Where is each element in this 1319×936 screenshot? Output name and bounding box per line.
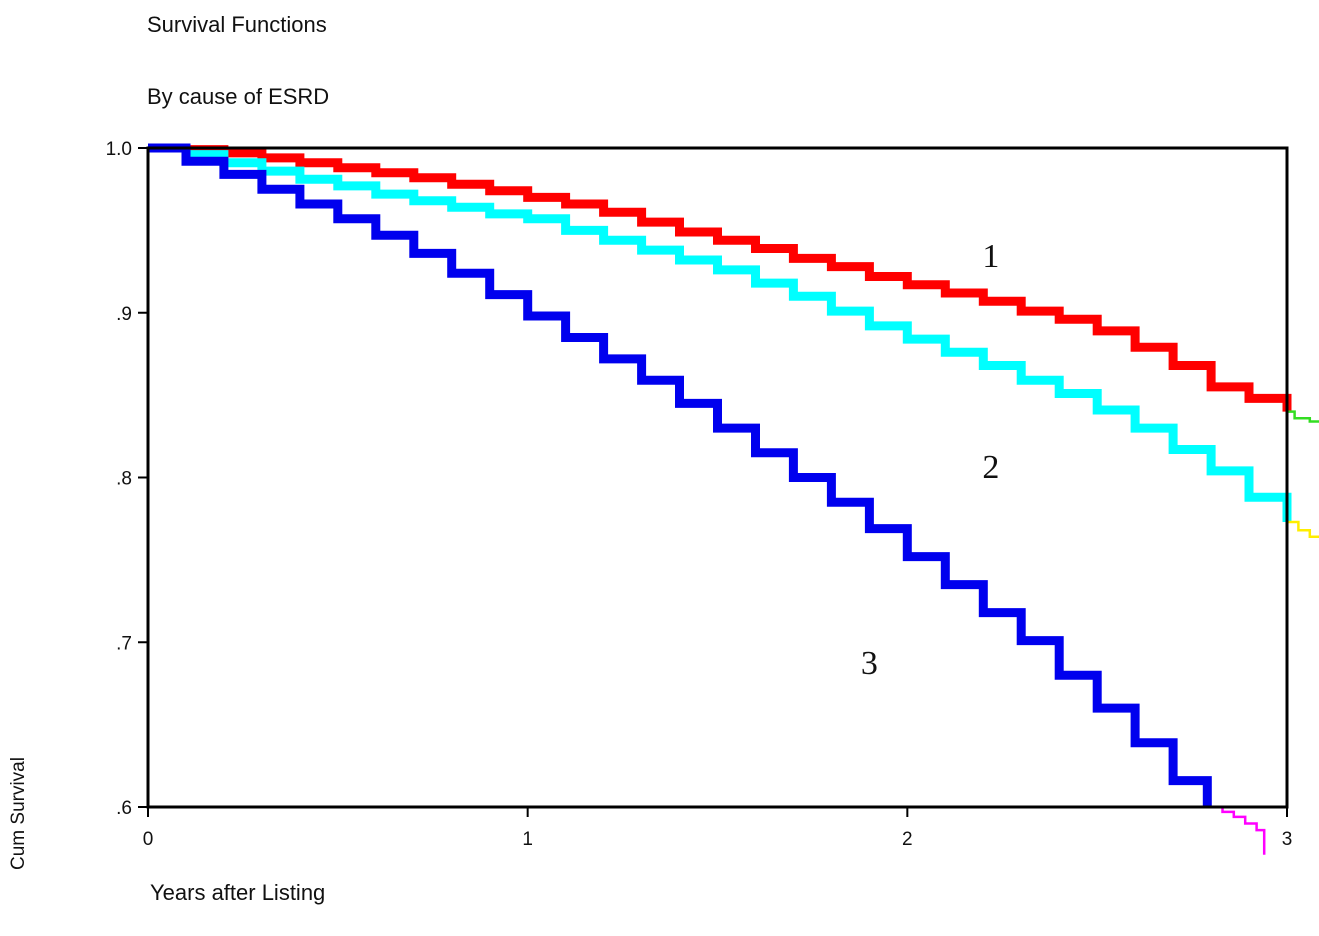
- curve-label-3: 3: [861, 645, 878, 682]
- curve-labels: 1 2 3: [861, 238, 999, 682]
- y-tick-label: .9: [116, 304, 132, 325]
- x-tick-label: 1: [522, 829, 533, 850]
- chart-title: Survival Functions: [147, 12, 327, 37]
- survival-curve-tail-3: [1287, 410, 1319, 423]
- x-tick-label: 3: [1282, 829, 1293, 850]
- axis-ticks: 0 1 2 3 1.0 .9 .8 .7 .6: [106, 139, 1293, 850]
- curves-layer: [148, 143, 1319, 855]
- survival-curve-2: [148, 143, 1292, 522]
- x-axis-label: Years after Listing: [150, 880, 326, 905]
- survival-curve-tail-4: [1287, 520, 1319, 539]
- curve-label-2: 2: [982, 449, 999, 486]
- x-tick-label: 2: [902, 829, 913, 850]
- y-tick-label: .7: [116, 633, 132, 654]
- y-tick-label: .6: [116, 798, 132, 819]
- x-tick-label: 0: [143, 829, 154, 850]
- y-tick-label: .8: [116, 469, 132, 490]
- y-tick-label: 1.0: [106, 139, 132, 160]
- survival-curve-3: [148, 143, 1212, 807]
- survival-curve-1: [148, 143, 1292, 412]
- survival-curve-tail-5: [1207, 805, 1266, 855]
- chart-subtitle: By cause of ESRD: [147, 84, 330, 109]
- curve-label-1: 1: [982, 238, 999, 275]
